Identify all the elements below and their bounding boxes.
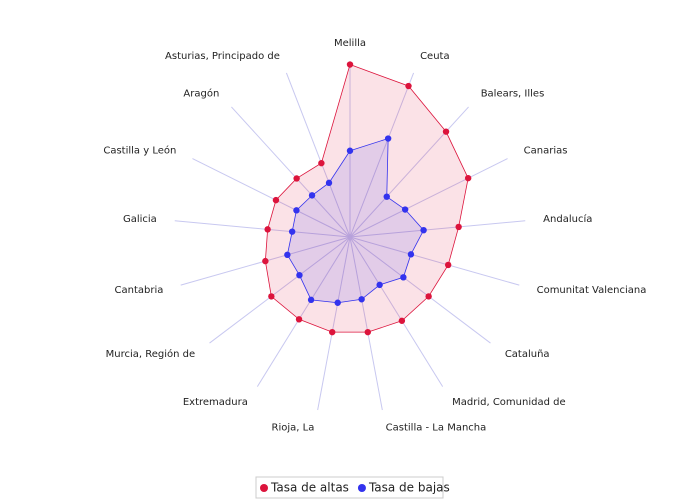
data-point bbox=[325, 179, 333, 187]
data-point bbox=[284, 251, 291, 259]
category-label: Cataluña bbox=[505, 349, 550, 360]
data-point bbox=[444, 261, 452, 269]
data-point bbox=[318, 159, 325, 167]
category-label: Ceuta bbox=[420, 51, 450, 62]
data-point bbox=[364, 328, 371, 336]
spoke bbox=[209, 236, 351, 344]
data-point bbox=[264, 226, 271, 233]
legend-box bbox=[255, 476, 444, 499]
spoke bbox=[349, 236, 491, 344]
spoke bbox=[349, 236, 383, 411]
spoke bbox=[349, 72, 415, 238]
data-point bbox=[400, 274, 407, 281]
spoke bbox=[317, 236, 351, 411]
data-point bbox=[383, 193, 390, 200]
data-point bbox=[346, 61, 354, 68]
data-point bbox=[405, 82, 412, 90]
data-point bbox=[272, 196, 280, 204]
series-area bbox=[286, 137, 425, 304]
spoke bbox=[231, 106, 351, 238]
data-point bbox=[455, 223, 462, 231]
category-label: Castilla y León bbox=[103, 145, 176, 157]
spoke bbox=[174, 220, 351, 238]
legend-label: Tasa de bajas bbox=[368, 481, 450, 495]
data-point bbox=[346, 147, 354, 154]
data-point bbox=[334, 299, 341, 306]
spoke bbox=[349, 106, 469, 238]
data-point bbox=[308, 192, 316, 199]
category-label: Balears, Illes bbox=[481, 89, 545, 100]
data-point bbox=[401, 206, 409, 213]
series-area bbox=[264, 63, 469, 333]
data-point bbox=[376, 281, 383, 289]
category-label: Murcia, Región de bbox=[106, 348, 196, 360]
spoke bbox=[349, 236, 444, 387]
category-label: Galicia bbox=[123, 214, 157, 225]
data-point bbox=[307, 296, 315, 304]
data-point bbox=[293, 175, 300, 182]
data-point bbox=[295, 316, 303, 323]
spoke bbox=[349, 220, 526, 238]
data-point bbox=[407, 251, 415, 258]
data-point bbox=[420, 226, 427, 234]
spoke bbox=[349, 236, 520, 286]
data-point bbox=[262, 257, 269, 265]
legend-label: Tasa de altas bbox=[270, 481, 349, 495]
category-label: Madrid, Comunidad de bbox=[452, 397, 565, 408]
category-label: Extremadura bbox=[183, 397, 248, 408]
data-point bbox=[329, 328, 336, 336]
category-label: Asturias, Principado de bbox=[165, 51, 280, 62]
category-label: Melilla bbox=[334, 38, 366, 49]
spoke bbox=[349, 158, 508, 238]
data-point bbox=[398, 317, 406, 324]
category-label: Andalucía bbox=[543, 213, 592, 225]
category-label: Rioja, La bbox=[272, 423, 315, 434]
legend-marker bbox=[260, 484, 268, 492]
category-label: Cantabria bbox=[115, 285, 164, 296]
data-point bbox=[268, 293, 275, 300]
data-point bbox=[442, 128, 450, 135]
data-point bbox=[288, 228, 296, 235]
category-label: Castilla - La Mancha bbox=[386, 423, 487, 434]
data-point bbox=[464, 174, 472, 182]
spoke bbox=[285, 72, 351, 238]
data-point bbox=[296, 271, 303, 279]
data-point bbox=[425, 293, 432, 300]
data-point bbox=[293, 207, 300, 214]
data-point bbox=[384, 135, 392, 142]
spoke bbox=[256, 236, 351, 387]
category-label: Aragón bbox=[183, 88, 219, 100]
legend-marker bbox=[357, 484, 366, 492]
category-label: Comunitat Valenciana bbox=[537, 285, 647, 296]
spoke bbox=[192, 158, 351, 238]
data-point bbox=[358, 296, 365, 303]
category-label: Canarias bbox=[524, 146, 568, 157]
